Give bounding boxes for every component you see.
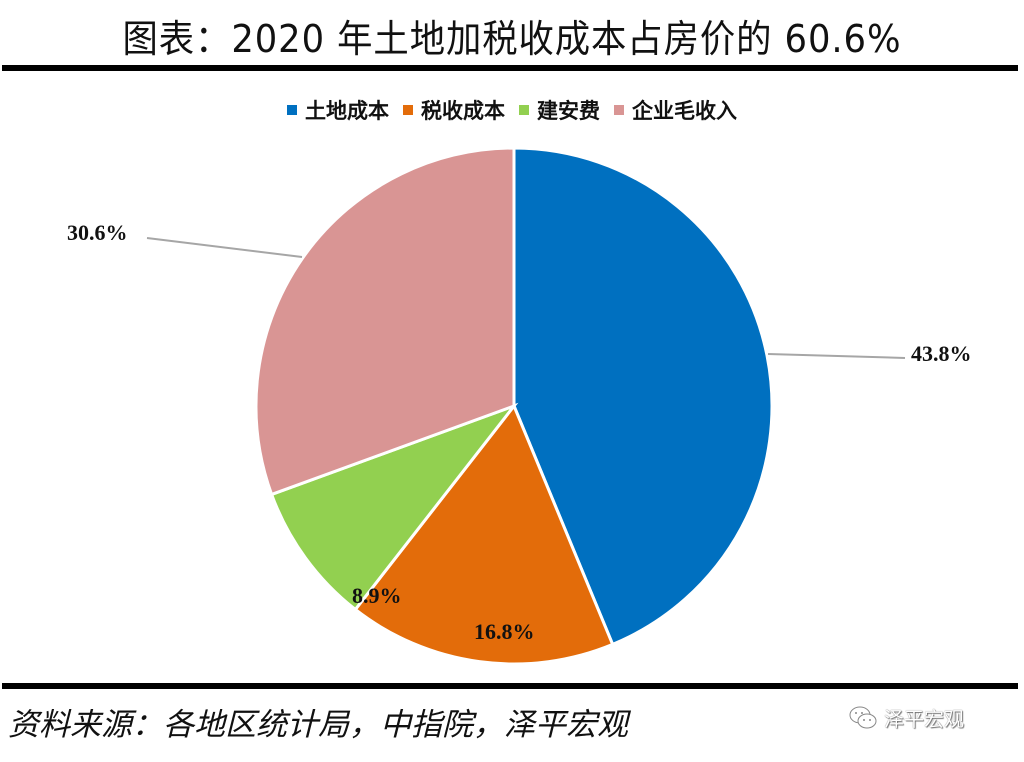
legend-item-land-cost: 土地成本	[287, 95, 389, 125]
legend-item-tax-cost: 税收成本	[403, 95, 505, 125]
legend-swatch-orange	[403, 105, 413, 115]
legend-label: 土地成本	[305, 99, 389, 123]
legend-label: 税收成本	[421, 99, 505, 123]
legend-item-gross-income: 企业毛收入	[614, 95, 737, 125]
leader-line-gross-income	[146, 237, 303, 258]
watermark: 泽平宏观	[848, 703, 964, 732]
data-label-construction: 8.9%	[352, 583, 402, 608]
chart-legend: 土地成本 税收成本 建安费 企业毛收入	[0, 95, 1024, 125]
pie-slice-construction-cost	[269, 402, 519, 612]
legend-label: 企业毛收入	[632, 99, 737, 123]
wechat-icon	[849, 706, 877, 728]
source-note: 资料来源：各地区统计局，中指院，泽平宏观	[8, 707, 628, 743]
legend-swatch-green	[519, 105, 529, 115]
pie-slice-gross-income	[254, 146, 516, 497]
leader-line-land	[767, 353, 906, 359]
data-label-gross-income: 30.6%	[67, 220, 128, 245]
legend-swatch-pink	[614, 105, 624, 115]
chart-title: 图表：2020 年土地加税收成本占房价的 60.6%	[122, 17, 902, 61]
source-divider	[2, 683, 1018, 689]
legend-item-construction-cost: 建安费	[519, 95, 600, 125]
watermark-text: 泽平宏观	[884, 707, 964, 731]
title-divider	[2, 65, 1018, 71]
data-label-land: 43.8%	[911, 341, 972, 366]
pie-slice-tax-cost	[353, 403, 615, 666]
legend-label: 建安费	[537, 99, 600, 123]
data-label-tax: 16.8%	[474, 619, 535, 644]
pie-slice-land-cost	[512, 146, 774, 647]
pie-slices	[254, 146, 774, 666]
legend-swatch-blue	[287, 105, 297, 115]
